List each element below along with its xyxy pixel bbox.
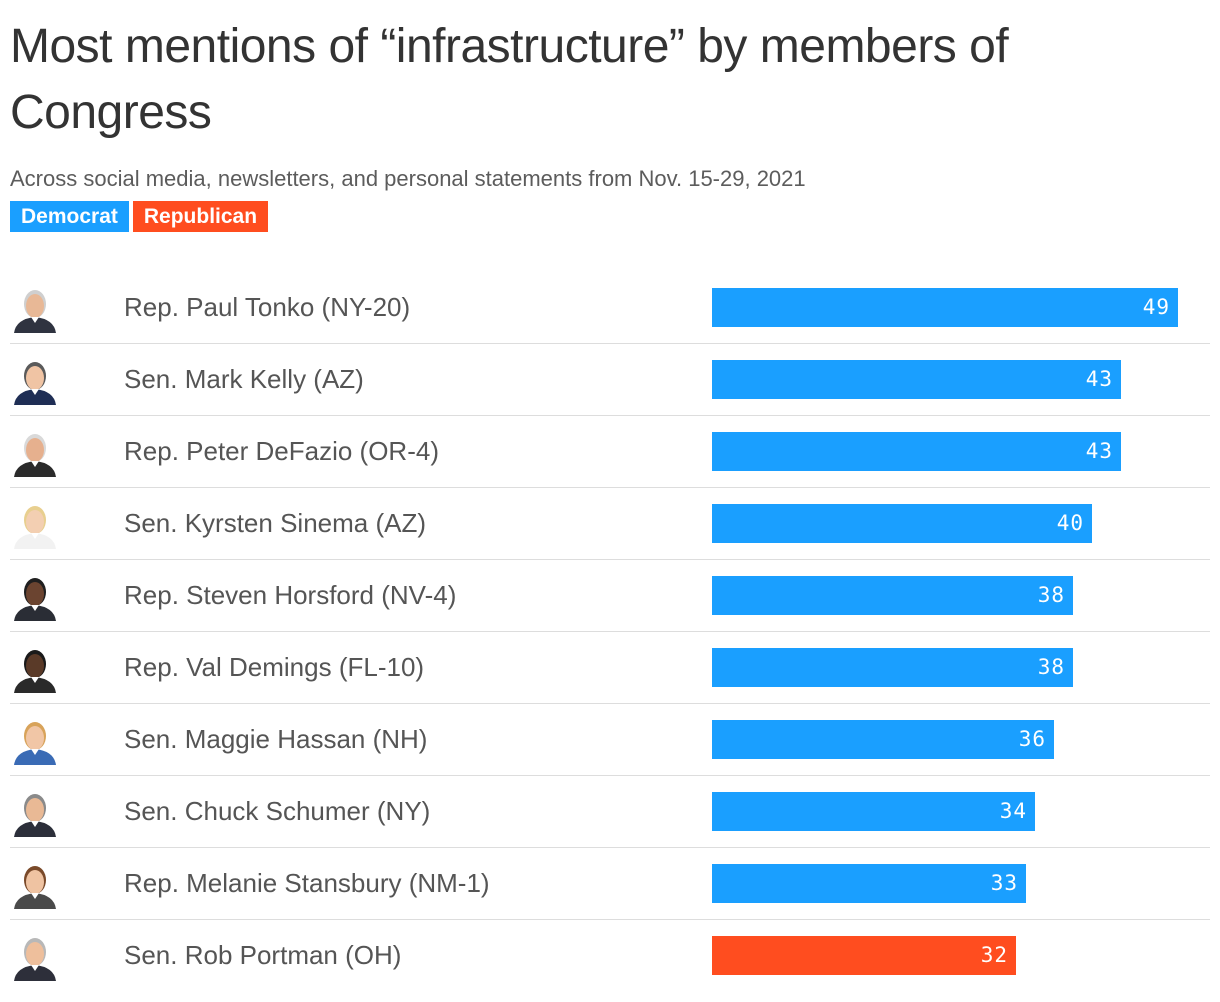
bar-category-label: Rep. Paul Tonko (NY-20) [124, 292, 411, 322]
bar: 32 [712, 936, 1016, 975]
portrait-icon [10, 283, 60, 333]
bar-category-label: Sen. Chuck Schumer (NY) [124, 796, 431, 826]
bar-row: Sen. Mark Kelly (AZ) 43 [10, 344, 1210, 416]
bar-value-label: 38 [1037, 583, 1065, 607]
bar-category-label: Sen. Kyrsten Sinema (AZ) [124, 508, 426, 538]
bar-row: Rep. Melanie Stansbury (NM-1) 33 [10, 848, 1210, 920]
bar: 43 [712, 360, 1121, 399]
portrait-icon [10, 787, 60, 837]
bar-value-label: 40 [1056, 511, 1084, 535]
portrait-icon [10, 715, 60, 765]
portrait-icon [10, 427, 60, 477]
bar-category-label: Sen. Mark Kelly (AZ) [124, 364, 364, 394]
legend: Democrat Republican [10, 201, 269, 232]
chart-subtitle: Across social media, newsletters, and pe… [10, 166, 806, 191]
portrait-icon [10, 355, 60, 405]
bar-value-label: 43 [1085, 367, 1113, 391]
portrait-icon [10, 499, 60, 549]
bar-value-label: 49 [1142, 295, 1170, 319]
bar-row: Rep. Peter DeFazio (OR-4) 43 [10, 416, 1210, 488]
portrait-icon [10, 643, 60, 693]
bar-category-label: Sen. Rob Portman (OH) [124, 940, 402, 970]
bar-row: Sen. Kyrsten Sinema (AZ) 40 [10, 488, 1210, 560]
bar: 40 [712, 504, 1092, 543]
bar: 43 [712, 432, 1121, 471]
bar-row: Rep. Val Demings (FL-10) 38 [10, 632, 1210, 704]
bar-row: Sen. Rob Portman (OH) 32 [10, 920, 1210, 991]
bar-category-label: Rep. Peter DeFazio (OR-4) [124, 436, 439, 466]
bar: 49 [712, 288, 1178, 327]
legend-democrat: Democrat [10, 201, 129, 232]
bar-value-label: 38 [1037, 655, 1065, 679]
portrait-icon [10, 571, 60, 621]
bar: 36 [712, 720, 1054, 759]
bar: 33 [712, 864, 1026, 903]
bar: 34 [712, 792, 1035, 831]
bar-value-label: 33 [990, 871, 1018, 895]
bar-row: Sen. Maggie Hassan (NH) 36 [10, 704, 1210, 776]
bar-value-label: 36 [1018, 727, 1046, 751]
bar-rows: Rep. Paul Tonko (NY-20) 49 Sen. Mark Kelly… [10, 272, 1210, 991]
bar: 38 [712, 648, 1073, 687]
bar-row: Rep. Paul Tonko (NY-20) 49 [10, 272, 1210, 344]
bar: 38 [712, 576, 1073, 615]
bar-row: Sen. Chuck Schumer (NY) 34 [10, 776, 1210, 848]
bar-category-label: Sen. Maggie Hassan (NH) [124, 724, 428, 754]
bar-value-label: 34 [999, 799, 1027, 823]
bar-category-label: Rep. Val Demings (FL-10) [124, 652, 425, 682]
legend-republican: Republican [132, 201, 269, 232]
portrait-icon [10, 931, 60, 981]
portrait-icon [10, 859, 60, 909]
bar-row: Rep. Steven Horsford (NV-4) 38 [10, 560, 1210, 632]
bar-value-label: 43 [1085, 439, 1113, 463]
bar-category-label: Rep. Steven Horsford (NV-4) [124, 580, 457, 610]
bar-value-label: 32 [980, 943, 1008, 967]
chart-title: Most mentions of “infrastructure” by mem… [10, 20, 1009, 139]
bar-category-label: Rep. Melanie Stansbury (NM-1) [124, 868, 490, 898]
